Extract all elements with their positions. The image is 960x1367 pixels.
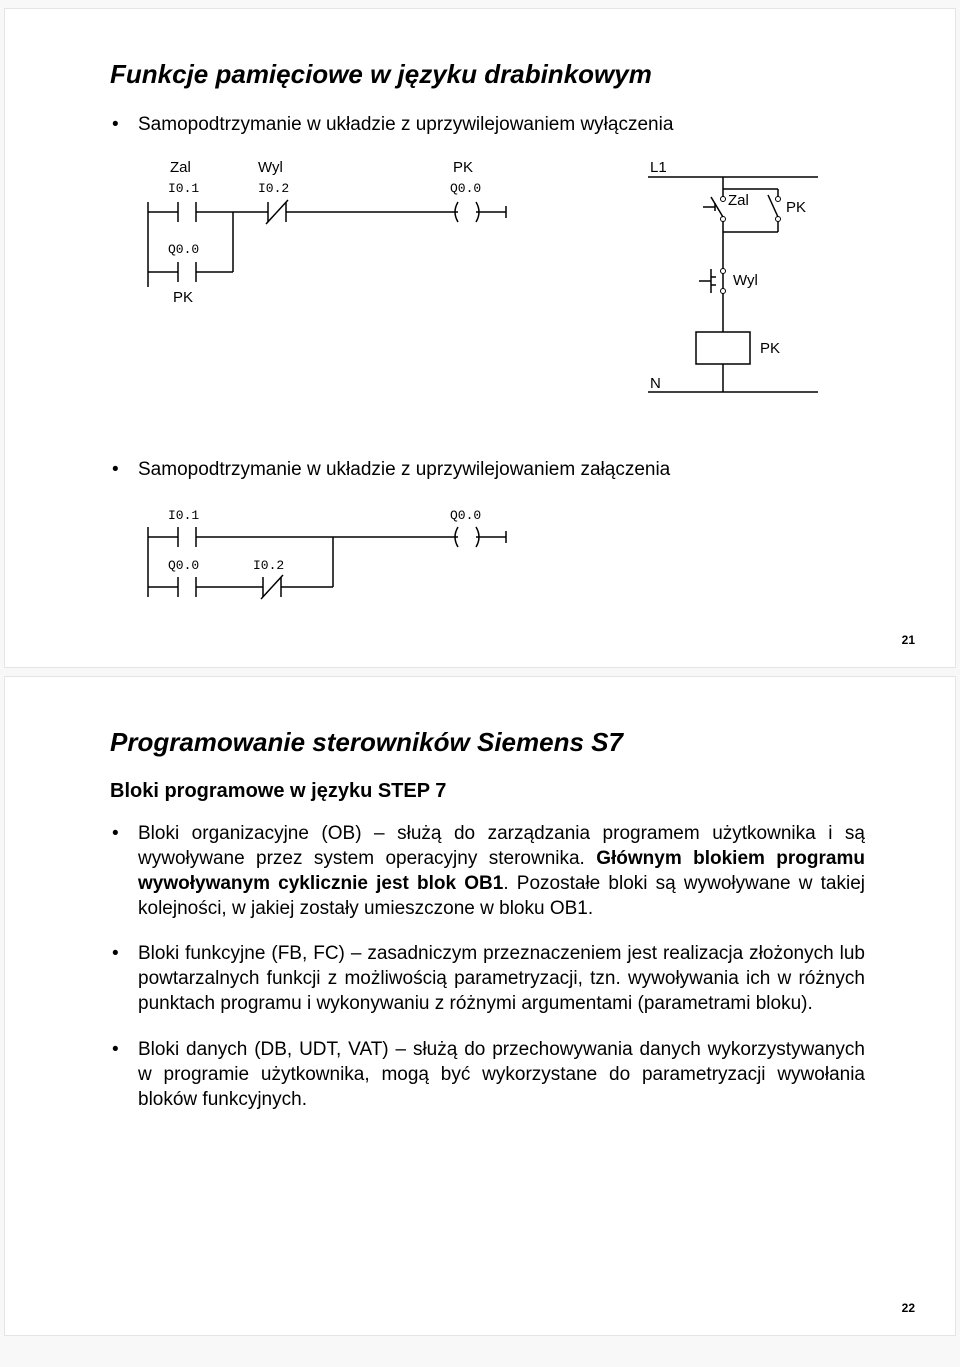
lbl-pk2: PK (173, 289, 193, 306)
bullet-fb: Bloki funkcyjne (FB, FC) – zasadniczym p… (110, 941, 865, 1016)
bullet-list-1: Samopodtrzymanie w układzie z uprzywilej… (110, 112, 865, 137)
code-q00b: Q0.0 (168, 242, 199, 257)
bullet-list-1b: Samopodtrzymanie w układzie z uprzywilej… (110, 457, 865, 482)
slide-22: Programowanie sterowników Siemens S7 Blo… (4, 676, 956, 1336)
code-i02: I0.2 (258, 181, 289, 196)
bullet-ob: Bloki organizacyjne (OB) – służą do zarz… (110, 821, 865, 921)
bullet-db-text: Bloki danych (DB, UDT, VAT) – służą do p… (138, 1039, 865, 1110)
ladder-diagram-2: I0.1 Q0.0 Q0.0 I0.2 (138, 502, 865, 612)
page-num-21: 21 (902, 633, 915, 647)
lbl-zal-c: Zal (728, 192, 749, 209)
lbl-wyl: Wyl (258, 159, 283, 176)
lbl-wyl-c: Wyl (733, 272, 758, 289)
circuit-svg: L1 Zal PK (568, 157, 828, 427)
bullet-db: Bloki danych (DB, UDT, VAT) – służą do p… (110, 1037, 865, 1112)
lbl-l1: L1 (650, 159, 667, 176)
lbl-pkbox: PK (760, 340, 780, 357)
subheading: Bloki programowe w języku STEP 7 (110, 780, 865, 803)
circuit-diagram: L1 Zal PK (568, 157, 828, 427)
lbl-pk: PK (453, 159, 473, 176)
page-num-22: 22 (902, 1301, 915, 1315)
bullet-1: Samopodtrzymanie w układzie z uprzywilej… (110, 112, 865, 137)
code-i01: I0.1 (168, 181, 199, 196)
slide-21: Funkcje pamięciowe w języku drabinkowym … (4, 8, 956, 668)
ladder-svg-2: I0.1 Q0.0 Q0.0 I0.2 (138, 502, 538, 612)
code-q00: Q0.0 (450, 181, 481, 196)
bullet-1-text: Samopodtrzymanie w układzie z uprzywilej… (138, 114, 673, 135)
l2-q00: Q0.0 (450, 508, 481, 523)
lbl-zal: Zal (170, 159, 191, 176)
ladder-svg-1: Zal Wyl PK I0.1 I0.2 Q0.0 Q0.0 PK (138, 157, 538, 327)
lbl-n: N (650, 375, 661, 392)
lbl-pk-c: PK (786, 199, 806, 216)
l2-q00b: Q0.0 (168, 558, 199, 573)
bullet-2: Samopodtrzymanie w układzie z uprzywilej… (110, 457, 865, 482)
l2-i02: I0.2 (253, 558, 284, 573)
bullet-list-2: Bloki organizacyjne (OB) – służą do zarz… (110, 821, 865, 1112)
slide-title-1: Funkcje pamięciowe w języku drabinkowym (110, 59, 865, 90)
bullet-fb-text: Bloki funkcyjne (FB, FC) – zasadniczym p… (138, 943, 865, 1014)
slide-title-2: Programowanie sterowników Siemens S7 (110, 727, 865, 758)
diagram-row-1: Zal Wyl PK I0.1 I0.2 Q0.0 Q0.0 PK L1 (138, 157, 865, 427)
ladder-diagram-1: Zal Wyl PK I0.1 I0.2 Q0.0 Q0.0 PK (138, 157, 538, 427)
l2-i01: I0.1 (168, 508, 199, 523)
bullet-2-text: Samopodtrzymanie w układzie z uprzywilej… (138, 459, 670, 480)
